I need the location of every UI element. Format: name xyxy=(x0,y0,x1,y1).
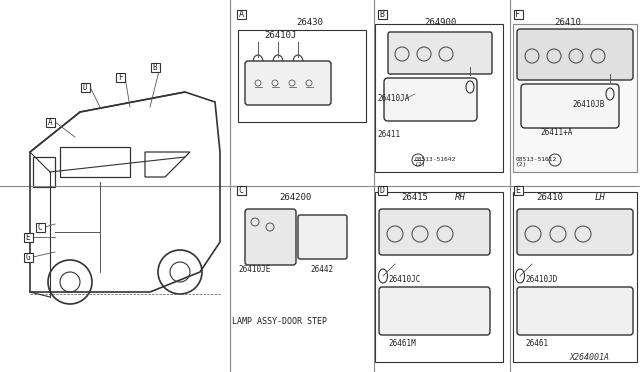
FancyBboxPatch shape xyxy=(388,32,492,74)
Text: F: F xyxy=(118,73,122,81)
Bar xyxy=(237,10,246,19)
FancyBboxPatch shape xyxy=(517,209,633,255)
Bar xyxy=(35,222,45,231)
Bar xyxy=(238,30,366,122)
Bar xyxy=(513,186,522,195)
Text: D: D xyxy=(380,186,385,195)
FancyBboxPatch shape xyxy=(517,29,633,80)
Text: 26430: 26430 xyxy=(296,17,323,26)
Text: C: C xyxy=(239,186,243,195)
Text: 26411: 26411 xyxy=(377,129,400,138)
Bar xyxy=(375,24,503,172)
FancyBboxPatch shape xyxy=(245,61,331,105)
Text: 26410: 26410 xyxy=(555,17,581,26)
Text: LAMP ASSY-DOOR STEP: LAMP ASSY-DOOR STEP xyxy=(232,317,326,327)
Text: B: B xyxy=(153,62,157,71)
Text: 26461M: 26461M xyxy=(388,340,416,349)
Text: 26410JB: 26410JB xyxy=(573,99,605,109)
Text: A: A xyxy=(239,10,243,19)
Text: 26410JA: 26410JA xyxy=(377,93,410,103)
Text: E: E xyxy=(26,232,30,241)
FancyBboxPatch shape xyxy=(521,84,619,128)
Text: 26461: 26461 xyxy=(525,340,548,349)
FancyBboxPatch shape xyxy=(245,209,296,265)
Bar xyxy=(513,10,522,19)
FancyBboxPatch shape xyxy=(384,78,477,121)
Bar xyxy=(150,62,159,71)
Text: 26410JC: 26410JC xyxy=(388,275,420,283)
Bar xyxy=(513,192,637,362)
Bar xyxy=(24,253,33,262)
Text: 264900: 264900 xyxy=(424,17,456,26)
Text: 26410JD: 26410JD xyxy=(525,275,557,283)
Text: A: A xyxy=(48,118,52,126)
Text: 08513-51642
(2): 08513-51642 (2) xyxy=(415,157,456,167)
Text: E: E xyxy=(515,186,520,195)
Text: RH: RH xyxy=(454,192,465,202)
Text: LH: LH xyxy=(595,192,605,202)
Text: 26415: 26415 xyxy=(401,192,428,202)
Text: 26410JE: 26410JE xyxy=(239,266,271,275)
FancyBboxPatch shape xyxy=(517,287,633,335)
Text: C: C xyxy=(38,222,42,231)
Text: 26410J: 26410J xyxy=(264,31,296,39)
FancyBboxPatch shape xyxy=(379,209,490,255)
Text: D: D xyxy=(83,83,87,92)
Text: 26410: 26410 xyxy=(536,192,563,202)
Bar xyxy=(375,192,503,362)
Text: F: F xyxy=(515,10,520,19)
FancyBboxPatch shape xyxy=(298,215,347,259)
Text: 26411+A: 26411+A xyxy=(541,128,573,137)
FancyBboxPatch shape xyxy=(379,287,490,335)
Bar xyxy=(513,24,637,172)
Text: 08513-51612
(2): 08513-51612 (2) xyxy=(516,157,557,167)
Text: G: G xyxy=(26,253,30,262)
Text: X264001A: X264001A xyxy=(570,353,610,362)
Bar xyxy=(81,83,90,92)
Text: B: B xyxy=(380,10,385,19)
Bar xyxy=(24,232,33,241)
Bar xyxy=(45,118,54,126)
Bar xyxy=(115,73,125,81)
Bar xyxy=(378,186,387,195)
Text: 264200: 264200 xyxy=(279,192,311,202)
Text: 26442: 26442 xyxy=(310,266,333,275)
Bar xyxy=(237,186,246,195)
Bar xyxy=(378,10,387,19)
